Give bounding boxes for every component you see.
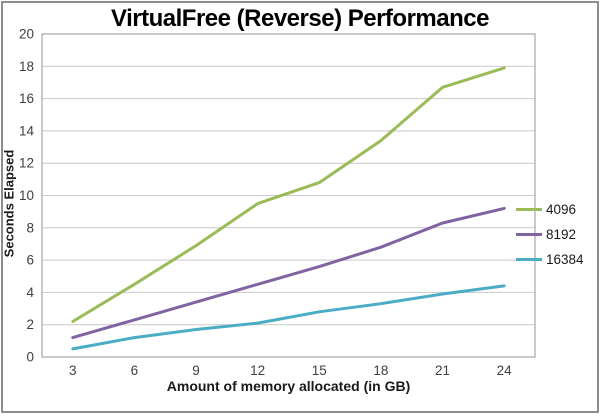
y-axis-title: Seconds Elapsed [1,149,17,258]
legend-label: 4096 [546,202,577,217]
series-line-8192 [71,206,506,340]
y-tick-label: 12 [19,156,34,171]
chart-title: VirtualFree (Reverse) Performance [111,5,489,32]
legend-item-16384: 16384 [516,247,584,272]
legend-line-sample [516,258,542,261]
y-tick-label: 0 [26,350,34,365]
y-tick-label: 18 [19,59,34,74]
series-line-16384 [71,284,506,351]
legend: 4096 8192 16384 [516,197,584,272]
x-tick-label: 24 [497,363,513,378]
y-tick-label: 6 [26,253,34,268]
legend-line-sample [516,208,542,211]
y-tick-label: 4 [26,285,34,300]
legend-label: 16384 [546,252,584,267]
y-tick-label: 16 [19,91,34,106]
x-tick-label: 15 [312,363,327,378]
y-tick-label: 20 [19,27,34,42]
legend-line-sample [516,233,542,236]
legend-item-4096: 4096 [516,197,584,222]
x-tick-label: 6 [131,363,139,378]
x-tick-label: 21 [435,363,450,378]
y-tick-label: 2 [26,317,34,332]
legend-item-8192: 8192 [516,222,584,247]
series-line-4096 [71,66,506,323]
legend-label: 8192 [546,227,577,242]
y-tick-label: 14 [19,123,35,138]
x-tick-label: 12 [250,363,265,378]
y-tick-label: 10 [19,188,34,203]
x-tick-label: 9 [192,363,200,378]
x-tick-label: 18 [373,363,388,378]
x-axis-title: Amount of memory allocated (in GB) [166,378,411,394]
y-tick-label: 8 [26,220,34,235]
x-tick-label: 3 [69,363,77,378]
plot-border [41,33,536,358]
